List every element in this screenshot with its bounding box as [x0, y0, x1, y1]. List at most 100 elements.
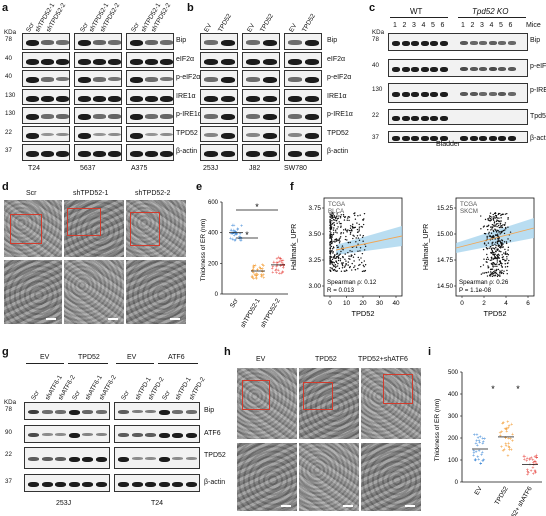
em-image	[126, 200, 186, 257]
blot-strip	[22, 88, 70, 105]
significance-star: *	[491, 384, 495, 394]
data-point	[491, 273, 493, 275]
blot-band	[26, 151, 39, 157]
data-point: +	[526, 469, 529, 475]
data-point: +	[280, 261, 283, 267]
data-point	[333, 247, 335, 249]
data-point: +	[279, 263, 282, 269]
data-point	[504, 223, 506, 226]
data-point: +	[282, 263, 285, 269]
blot-strip	[126, 70, 174, 87]
data-point	[362, 223, 365, 226]
data-point	[484, 233, 487, 235]
data-point	[504, 251, 507, 253]
em-zoom-image	[299, 443, 359, 511]
data-point: +	[510, 422, 513, 428]
mw-marker: 37	[5, 478, 12, 485]
blot-band	[263, 114, 277, 120]
mw-marker: 78	[5, 36, 12, 43]
data-point: +	[507, 436, 510, 442]
data-point: +	[507, 426, 510, 432]
data-point	[498, 240, 500, 242]
scale-bar	[281, 505, 291, 507]
data-point	[339, 237, 341, 239]
data-point	[342, 232, 345, 234]
mw-marker: 78	[5, 406, 12, 413]
data-point: +	[251, 274, 254, 280]
blot-band	[41, 410, 53, 414]
data-point	[358, 226, 361, 228]
blot-strip	[74, 88, 122, 105]
data-point	[482, 264, 485, 266]
blot-band	[305, 77, 319, 83]
blot-band	[498, 136, 506, 141]
data-point	[332, 251, 334, 253]
data-point	[496, 225, 498, 228]
cell-line-label: 5637	[80, 165, 96, 172]
blot-band	[221, 58, 235, 65]
data-point	[330, 214, 332, 216]
data-point	[345, 235, 347, 238]
mouse-number: 3	[412, 22, 416, 29]
blot-band	[78, 132, 91, 139]
data-point	[495, 231, 498, 233]
blot-band	[78, 40, 91, 46]
blot-band	[221, 151, 235, 157]
data-point	[507, 249, 509, 251]
data-point	[486, 275, 489, 277]
data-point	[347, 261, 350, 263]
blot-band	[160, 58, 173, 65]
data-point	[488, 215, 491, 217]
data-point	[331, 223, 333, 225]
blot-strip	[126, 107, 174, 124]
data-point: +	[483, 436, 486, 442]
zoom-box	[383, 374, 413, 404]
data-point	[493, 272, 495, 275]
data-point	[331, 219, 333, 222]
data-point	[332, 219, 335, 221]
data-point: +	[271, 264, 274, 270]
data-point	[495, 241, 497, 243]
data-point	[329, 250, 331, 253]
data-point	[337, 257, 340, 260]
data-point	[333, 221, 335, 224]
data-point	[332, 269, 335, 272]
data-point	[486, 235, 488, 238]
data-point: +	[526, 467, 529, 473]
significance-star: *	[255, 202, 259, 212]
blot-band	[411, 136, 419, 141]
blot-band	[430, 92, 438, 97]
data-point	[509, 231, 512, 233]
data-point	[336, 213, 338, 215]
data-point	[494, 257, 496, 259]
data-point	[490, 232, 493, 234]
blot-band	[95, 482, 107, 487]
data-point: +	[534, 460, 537, 466]
blot-band	[263, 77, 277, 83]
blot-band	[145, 482, 156, 487]
blot-band	[55, 482, 66, 487]
y-tick-label: 3.75	[309, 205, 322, 212]
data-point: +	[508, 446, 511, 452]
em-label: EV	[256, 356, 266, 363]
x-tick-label: Scr	[229, 297, 240, 310]
blot-band	[479, 136, 487, 141]
data-point	[496, 259, 499, 261]
data-point	[499, 233, 501, 235]
data-point: +	[530, 455, 533, 461]
blot-band	[305, 95, 319, 102]
data-point	[330, 226, 333, 228]
data-point	[332, 257, 335, 259]
blot-band	[246, 114, 260, 119]
panel-f-scatter: 3.003.253.503.750 10 20 30 40TPD52Hallmark_U…	[291, 197, 535, 318]
data-point	[348, 257, 350, 260]
data-point: +	[479, 461, 482, 467]
data-point: +	[500, 444, 503, 450]
data-point	[339, 215, 342, 218]
blot-band	[507, 67, 516, 71]
data-point	[488, 247, 490, 249]
blot-band	[41, 151, 54, 157]
data-point: +	[274, 268, 277, 274]
data-point	[352, 227, 354, 229]
data-point	[490, 247, 493, 250]
